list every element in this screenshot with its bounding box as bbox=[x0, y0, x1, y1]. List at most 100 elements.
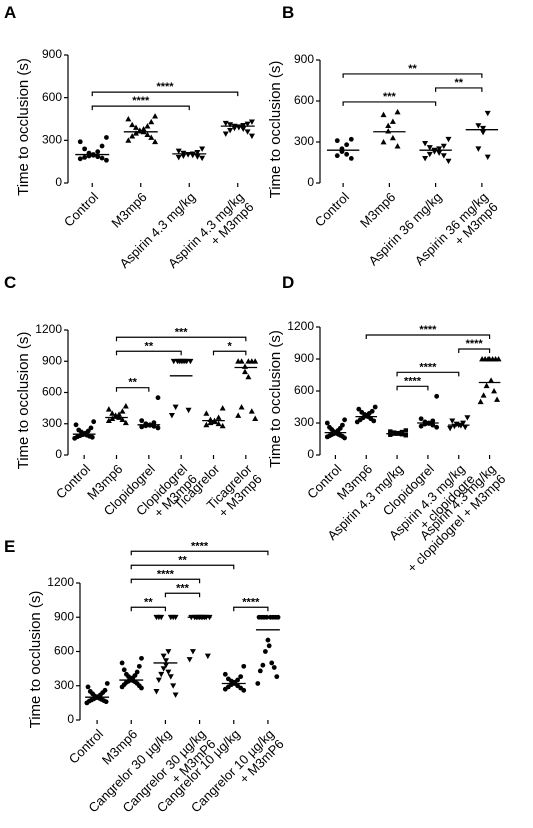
data-point bbox=[475, 146, 482, 152]
data-point bbox=[73, 422, 79, 428]
data-point bbox=[211, 418, 218, 425]
significance-label: **** bbox=[419, 361, 437, 373]
data-point bbox=[181, 358, 188, 365]
data-point bbox=[264, 614, 270, 620]
significance-bracket bbox=[115, 350, 182, 356]
data-point bbox=[139, 418, 145, 424]
data-point bbox=[168, 413, 175, 419]
y-axis-label: Time to occlusion (s) bbox=[267, 330, 284, 468]
x-tick-label: Control bbox=[61, 189, 101, 229]
data-point bbox=[260, 662, 266, 668]
data-point bbox=[88, 425, 94, 431]
data-point bbox=[158, 671, 165, 678]
data-point bbox=[334, 153, 340, 159]
data-point bbox=[163, 662, 170, 669]
data-point bbox=[99, 143, 105, 149]
data-point bbox=[119, 660, 125, 666]
data-point bbox=[484, 110, 491, 117]
y-axis-label: Time to occlusion (s) bbox=[27, 591, 44, 729]
data-point bbox=[167, 614, 174, 621]
data-point bbox=[266, 643, 272, 649]
data-point bbox=[389, 118, 396, 124]
data-point bbox=[116, 411, 123, 417]
x-tick-label-group: Control bbox=[61, 189, 101, 229]
data-point bbox=[132, 124, 139, 130]
significance-bracket bbox=[115, 387, 150, 392]
data-point bbox=[175, 155, 182, 161]
data-point bbox=[445, 136, 452, 143]
data-point bbox=[430, 422, 436, 428]
data-point bbox=[372, 404, 378, 410]
data-point bbox=[132, 130, 139, 136]
data-point bbox=[104, 135, 109, 140]
significance-bracket bbox=[458, 348, 491, 353]
significance-bracket bbox=[130, 606, 167, 612]
x-tick-label: M3mp6 bbox=[357, 189, 398, 230]
data-point bbox=[385, 128, 392, 134]
data-point bbox=[144, 131, 151, 138]
data-point bbox=[231, 125, 238, 132]
data-point bbox=[464, 415, 471, 421]
data-point bbox=[440, 153, 447, 159]
y-tick-label: 300 bbox=[42, 416, 62, 430]
data-point bbox=[140, 125, 147, 132]
data-point bbox=[422, 140, 429, 147]
data-point bbox=[462, 424, 469, 431]
data-point bbox=[238, 674, 244, 680]
significance-label: ** bbox=[178, 554, 187, 566]
data-point bbox=[241, 663, 247, 669]
x-tick-label-group: Control bbox=[312, 189, 352, 229]
data-point bbox=[403, 428, 409, 433]
data-point bbox=[389, 134, 396, 141]
x-tick-label-group: M3mp6 bbox=[357, 189, 398, 230]
data-point bbox=[155, 425, 161, 431]
y-tick-label: 600 bbox=[42, 90, 62, 104]
data-point bbox=[219, 422, 226, 429]
data-point bbox=[99, 155, 105, 161]
data-point bbox=[153, 689, 160, 695]
panel-label: E bbox=[4, 537, 15, 556]
data-point bbox=[324, 434, 330, 440]
data-point bbox=[440, 143, 447, 150]
data-point bbox=[342, 417, 347, 423]
data-point bbox=[488, 377, 495, 383]
x-tick-label: Control bbox=[312, 189, 352, 229]
data-point bbox=[165, 649, 172, 655]
data-point bbox=[89, 434, 95, 440]
data-point bbox=[344, 151, 350, 157]
x-tick-label: Control bbox=[66, 726, 106, 766]
data-point bbox=[222, 671, 228, 677]
data-point bbox=[180, 153, 187, 159]
data-point bbox=[109, 415, 116, 421]
y-axis-label: Time to occlusion (s) bbox=[15, 332, 32, 470]
significance-bracket bbox=[130, 564, 235, 570]
data-point bbox=[160, 653, 167, 660]
y-tick-label: 300 bbox=[294, 134, 314, 148]
data-point bbox=[104, 157, 109, 163]
data-point bbox=[199, 155, 206, 162]
data-point bbox=[222, 686, 228, 692]
data-point bbox=[222, 120, 229, 127]
significance-bracket bbox=[396, 385, 429, 391]
significance-label: *** bbox=[175, 326, 189, 338]
data-point bbox=[430, 418, 436, 424]
data-point bbox=[148, 134, 155, 140]
significance-label: ** bbox=[145, 340, 154, 352]
data-point bbox=[95, 149, 101, 155]
data-point bbox=[165, 669, 172, 676]
data-point bbox=[244, 121, 251, 127]
data-point bbox=[348, 136, 354, 142]
significance-bracket bbox=[115, 336, 247, 342]
data-point bbox=[144, 123, 151, 129]
data-point bbox=[186, 657, 193, 663]
data-point bbox=[334, 138, 340, 144]
data-point bbox=[227, 127, 234, 134]
data-point bbox=[480, 392, 487, 398]
data-point bbox=[77, 139, 83, 145]
data-point bbox=[445, 158, 452, 165]
data-point bbox=[434, 424, 440, 430]
data-point bbox=[434, 393, 440, 399]
significance-label: ** bbox=[408, 63, 417, 75]
panel-label: D bbox=[282, 273, 294, 292]
data-point bbox=[248, 133, 255, 140]
